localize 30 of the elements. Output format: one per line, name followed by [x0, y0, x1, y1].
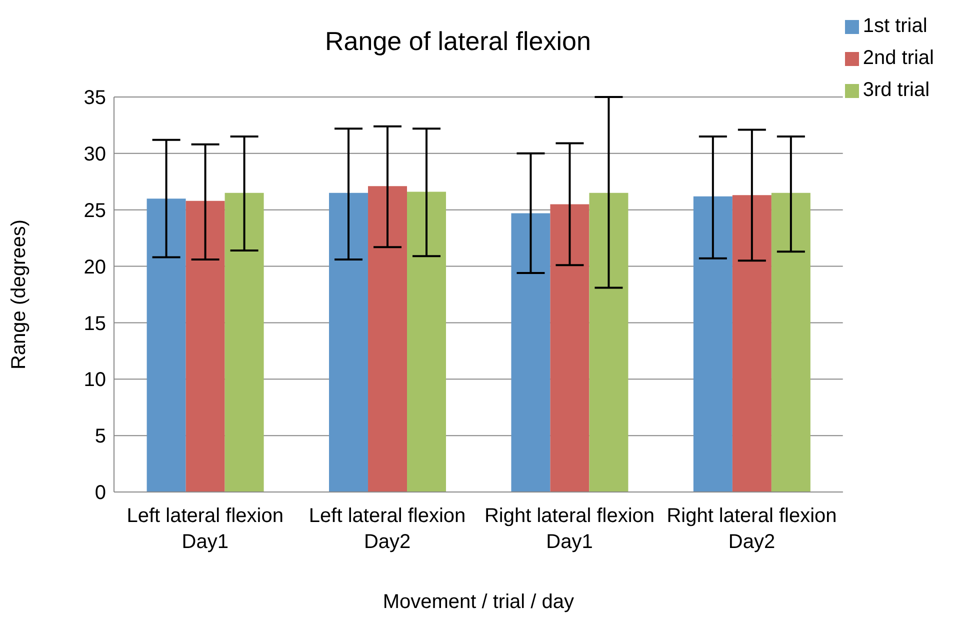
x-tick-label: Left lateral flexion Day1 — [126, 505, 284, 553]
y-tick-label: 15 — [84, 312, 106, 335]
y-tick-label: 0 — [94, 482, 106, 504]
bar — [589, 192, 628, 492]
y-axis-title: Range (degrees) — [8, 219, 30, 370]
y-tick-label: 20 — [84, 256, 106, 278]
x-tick-label: Right lateral flexion Day1 — [484, 505, 655, 553]
bar — [407, 192, 446, 492]
bar — [732, 195, 772, 492]
bar — [329, 192, 368, 492]
legend-label: 2nd trial — [862, 47, 934, 69]
bar — [771, 192, 810, 492]
bar — [693, 196, 732, 492]
y-tick-label: 25 — [84, 200, 106, 222]
bar — [186, 200, 225, 492]
legend-label: 1st trial — [862, 15, 928, 37]
bar — [368, 186, 408, 492]
y-tick-label: 30 — [84, 144, 106, 166]
legend-label: 3rd trial — [862, 79, 930, 101]
x-axis-title: Movement / trial / day — [382, 591, 574, 613]
bar — [511, 213, 550, 492]
bar — [146, 198, 186, 492]
x-tick-label: Right lateral flexion Day2 — [666, 505, 837, 553]
x-tick-label: Left lateral flexion Day2 — [308, 505, 466, 553]
bar — [550, 204, 590, 492]
y-tick-label: 35 — [84, 87, 106, 110]
chart-title: Range of lateral flexion — [325, 26, 591, 56]
y-tick-label: 10 — [84, 369, 106, 392]
y-tick-label: 5 — [94, 426, 106, 448]
bar — [224, 192, 264, 492]
